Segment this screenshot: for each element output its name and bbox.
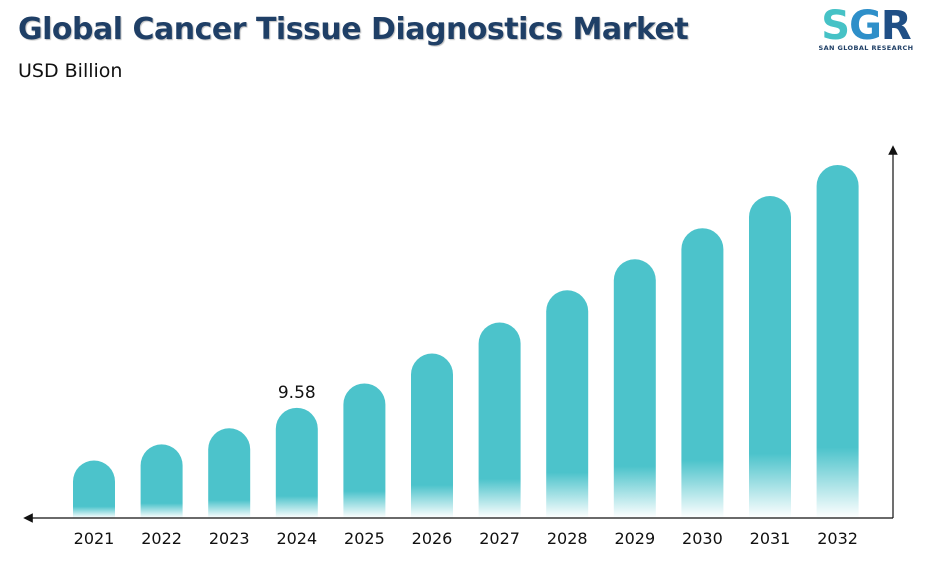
x-tick-label-2024: 2024 bbox=[276, 529, 317, 548]
sgr-logo: SGR SAN GLOBAL RESEARCH bbox=[814, 4, 918, 62]
logo-mark: SGR bbox=[814, 4, 918, 48]
x-tick-label-2021: 2021 bbox=[74, 529, 115, 548]
x-tick-label-2028: 2028 bbox=[547, 529, 588, 548]
logo-tagline: SAN GLOBAL RESEARCH bbox=[818, 44, 914, 52]
bar-2022 bbox=[140, 444, 183, 518]
x-tick-label-2031: 2031 bbox=[750, 529, 791, 548]
data-label-2024: 9.58 bbox=[278, 383, 316, 403]
bar-2029 bbox=[613, 259, 656, 518]
x-tick-label-2029: 2029 bbox=[614, 529, 655, 548]
bar-2031 bbox=[749, 196, 791, 518]
x-axis-tick-labels: 2021 2022 2023 2024 2025 2026 2027 2028 2029 2030… bbox=[74, 529, 858, 548]
bar-2030 bbox=[681, 228, 724, 518]
bar-2032 bbox=[816, 164, 859, 518]
x-tick-label-2022: 2022 bbox=[141, 529, 182, 548]
chart-unit-label: USD Billion bbox=[18, 60, 123, 82]
x-tick-label-2026: 2026 bbox=[412, 529, 453, 548]
x-tick-label-2030: 2030 bbox=[682, 529, 723, 548]
bar-2021 bbox=[73, 460, 115, 518]
data-labels: 9.58 bbox=[278, 383, 316, 403]
x-tick-label-2027: 2027 bbox=[479, 529, 520, 548]
bar-2023 bbox=[208, 428, 251, 518]
bar-2024 bbox=[275, 407, 318, 518]
bar-2026 bbox=[411, 353, 453, 518]
bar-2028 bbox=[546, 290, 589, 518]
x-tick-label-2032: 2032 bbox=[817, 529, 858, 548]
logo-letter-g: G bbox=[849, 3, 882, 49]
logo-letter-s: S bbox=[821, 3, 850, 49]
chart-title: Global Cancer Tissue Diagnostics Market bbox=[18, 12, 689, 47]
x-tick-label-2025: 2025 bbox=[344, 529, 385, 548]
bar-2027 bbox=[478, 322, 521, 518]
logo-letter-r: R bbox=[880, 3, 912, 49]
x-tick-label-2023: 2023 bbox=[209, 529, 250, 548]
bar-series bbox=[73, 164, 859, 518]
bar-2025 bbox=[343, 383, 386, 518]
